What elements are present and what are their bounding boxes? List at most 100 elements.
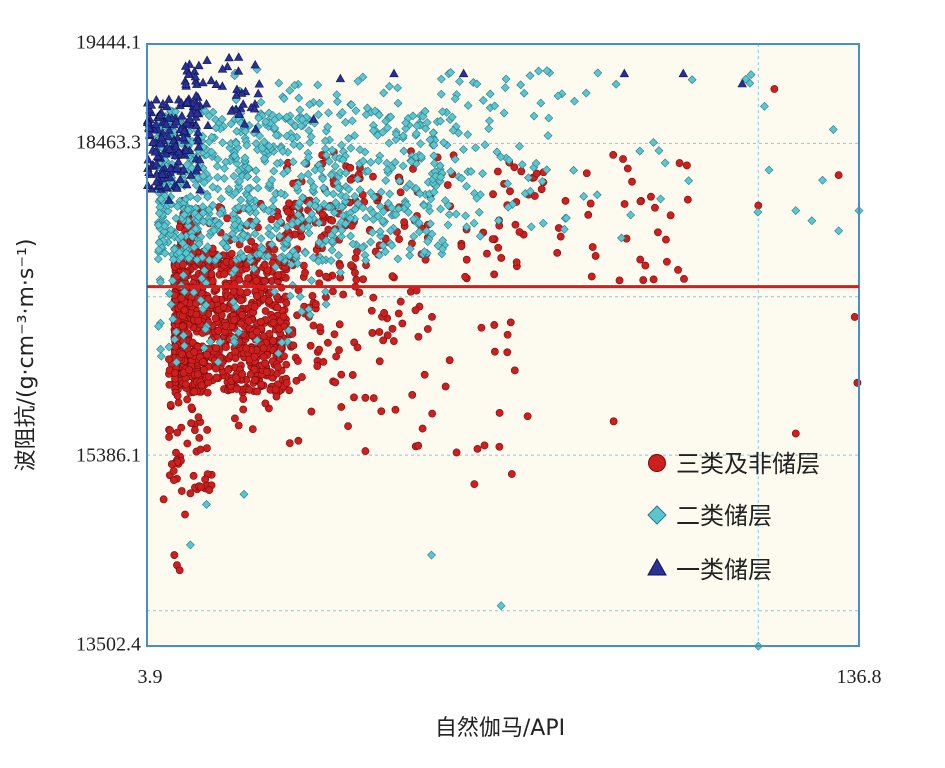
data-point-diamond — [635, 146, 645, 156]
data-point-diamond — [516, 80, 526, 90]
data-point-diamond — [333, 183, 343, 192]
data-point-circle — [212, 295, 220, 303]
data-point-diamond — [216, 194, 226, 204]
y-tick-label: 15386.1 — [76, 445, 141, 467]
data-point-diamond — [172, 357, 181, 367]
data-point-diamond — [318, 174, 328, 184]
data-point-circle — [274, 271, 283, 279]
data-point-diamond — [399, 146, 409, 156]
data-point-diamond — [194, 239, 204, 249]
data-point-circle — [375, 357, 384, 366]
data-point-circle — [267, 215, 276, 224]
data-point-diamond — [267, 175, 277, 185]
data-point-circle — [332, 352, 341, 361]
data-point-diamond — [168, 255, 178, 264]
data-point-diamond — [436, 204, 445, 214]
data-point-diamond — [267, 239, 277, 249]
data-point-triangle — [163, 113, 174, 122]
data-point-circle — [493, 167, 502, 176]
data-point-diamond — [292, 259, 302, 268]
data-point-diamond — [179, 330, 188, 340]
data-point-diamond — [448, 125, 458, 135]
data-point-diamond — [358, 72, 368, 82]
x-axis-title: 自然伽马/API — [435, 716, 565, 741]
data-point-diamond — [383, 123, 393, 133]
data-point-circle — [503, 330, 512, 339]
data-point-circle — [352, 275, 361, 284]
data-point-circle — [293, 311, 301, 320]
data-point-circle — [231, 414, 239, 423]
data-point-triangle — [192, 108, 202, 117]
data-point-circle — [680, 274, 688, 283]
data-point-triangle — [190, 71, 201, 81]
data-point-circle — [388, 324, 397, 333]
data-point-triangle — [186, 108, 196, 118]
data-point-diamond — [251, 166, 261, 176]
data-point-circle — [512, 258, 521, 267]
legend: 三类及非储层 二类储层 一类储层 — [647, 450, 820, 584]
data-point-circle — [230, 287, 238, 296]
data-point-diamond — [347, 116, 357, 126]
data-point-triangle — [231, 90, 242, 99]
data-point-diamond — [385, 189, 395, 199]
data-point-diamond — [315, 98, 324, 108]
data-point-triangle — [182, 179, 192, 189]
data-point-diamond — [164, 342, 174, 352]
data-point-diamond — [231, 302, 241, 312]
data-point-diamond — [239, 489, 249, 499]
data-point-circle — [204, 295, 213, 303]
data-point-triangle — [186, 170, 196, 179]
data-point-diamond — [259, 137, 269, 147]
data-point-diamond — [536, 98, 546, 108]
data-point-diamond — [394, 204, 403, 214]
data-point-triangle — [164, 195, 174, 204]
data-point-diamond — [337, 140, 346, 150]
data-point-diamond — [234, 327, 244, 337]
data-point-triangle — [162, 182, 172, 192]
data-point-diamond — [525, 186, 535, 196]
data-point-diamond — [391, 135, 401, 144]
data-point-circle — [238, 370, 247, 379]
data-point-circle — [159, 495, 168, 504]
data-point-circle — [238, 310, 247, 319]
data-point-diamond — [230, 151, 240, 161]
data-point-diamond — [347, 100, 356, 110]
legend-label: 二类储层 — [676, 502, 772, 530]
data-point-diamond — [189, 242, 199, 252]
data-point-diamond — [405, 250, 415, 260]
data-point-circle — [591, 252, 600, 260]
data-point-diamond — [229, 171, 239, 181]
data-point-diamond — [459, 145, 468, 154]
data-point-diamond — [358, 203, 368, 213]
data-point-triangle — [191, 101, 202, 111]
data-point-diamond — [192, 255, 202, 265]
data-point-diamond — [200, 106, 210, 116]
data-point-diamond — [208, 182, 218, 192]
data-point-triangle — [180, 61, 191, 70]
data-point-diamond — [191, 180, 201, 190]
data-point-circle — [165, 433, 173, 441]
data-point-diamond — [469, 218, 479, 228]
data-point-circle — [351, 268, 359, 277]
data-point-triangle — [151, 176, 162, 186]
data-point-diamond — [337, 107, 347, 117]
data-point-diamond — [834, 226, 844, 236]
data-point-diamond — [353, 199, 363, 208]
data-point-triangle — [177, 111, 187, 120]
data-point-diamond — [154, 208, 164, 218]
data-point-diamond — [436, 116, 445, 126]
data-point-diamond — [305, 100, 315, 109]
data-point-circle — [183, 439, 192, 448]
data-point-diamond — [378, 216, 388, 226]
data-point-diamond — [403, 207, 413, 217]
data-point-diamond — [256, 97, 266, 107]
data-point-diamond — [153, 220, 163, 230]
data-point-diamond — [436, 74, 446, 84]
data-point-diamond — [242, 172, 252, 181]
data-point-circle — [224, 366, 233, 375]
data-point-diamond — [542, 165, 552, 175]
data-point-triangle — [458, 68, 469, 78]
data-point-triangle — [203, 120, 213, 130]
data-point-diamond — [276, 188, 286, 198]
data-point-circle — [256, 317, 265, 326]
